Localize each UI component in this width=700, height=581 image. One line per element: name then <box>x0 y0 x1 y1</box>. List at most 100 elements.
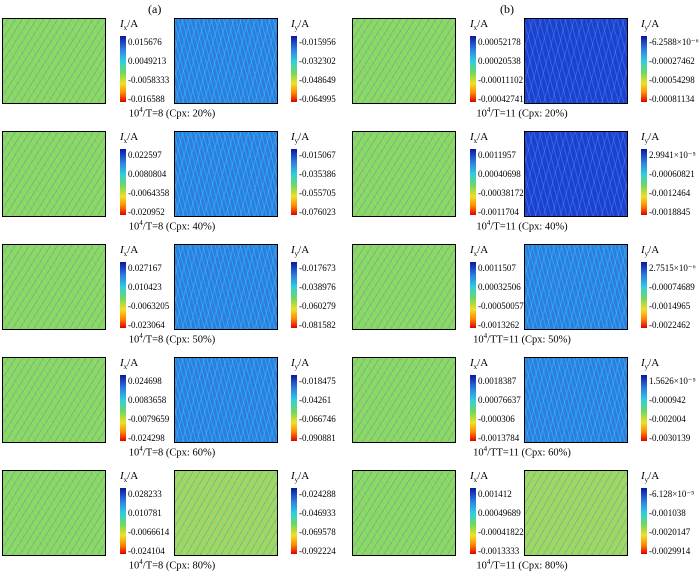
colorbar-tick-label: 0.0083658 <box>128 395 167 405</box>
caption-base: 10 <box>476 108 487 120</box>
caption-exponent: 4 <box>483 332 488 340</box>
colorbar-tick-label: -0.0030139 <box>649 433 691 443</box>
colorbar-tick-label: -0.016588 <box>128 94 165 104</box>
field-map-iy <box>524 357 628 443</box>
row-caption: 104/T=11 (Cpx: 40%) <box>437 219 607 233</box>
colorbar-title-unit: /A <box>477 244 489 256</box>
colorbar-title-symbol: I <box>291 357 295 369</box>
colorbar-tick-label: -0.00038172 <box>478 188 524 198</box>
colorbar-title-ix: Ix/A <box>120 244 138 258</box>
caption-condition: /T=8 (Cpx: 50%) <box>142 334 216 346</box>
colorbar-title-symbol: I <box>470 244 474 256</box>
colorbar-iy <box>641 262 647 328</box>
colorbar-tick-label: -0.090881 <box>299 433 336 443</box>
colorbar-title-ix: Ix/A <box>120 470 138 484</box>
colorbar-tick-label: -0.018475 <box>299 376 336 386</box>
colorbar-title-iy: Iy/A <box>641 18 659 32</box>
colorbar-title-unit: /A <box>298 18 310 30</box>
caption-base: 10 <box>128 447 140 459</box>
colorbar-tick-label: -0.046933 <box>299 508 336 518</box>
colorbar-title-subscript: x <box>123 24 128 33</box>
colorbar-tick-label: -0.000942 <box>649 395 686 405</box>
colorbar-iy <box>291 375 297 441</box>
panel-label-b: (b) <box>500 2 514 16</box>
colorbar-title-symbol: I <box>120 244 124 256</box>
colorbar-title-subscript: y <box>644 137 649 146</box>
colorbar-tick-label: 0.00049689 <box>478 508 521 518</box>
colorbar-tick-label: -0.017673 <box>299 263 336 273</box>
colorbar-title-iy: Iy/A <box>291 18 309 32</box>
colorbar-tick-label: -0.015956 <box>299 37 336 47</box>
colorbar-tick-label: 0.00052178 <box>478 37 521 47</box>
caption-base: 10 <box>476 221 487 233</box>
colorbar-ix <box>120 149 126 215</box>
colorbar-tick-label: 0.0080804 <box>128 169 167 179</box>
colorbar-tick-label: -0.0063205 <box>128 301 170 311</box>
colorbar-ix <box>120 375 126 441</box>
colorbar-iy <box>641 375 647 441</box>
colorbar-title-subscript: y <box>294 363 299 372</box>
colorbar-tick-label: -0.069578 <box>299 527 336 537</box>
caption-exponent: 4 <box>139 106 143 114</box>
colorbar-tick-label: -6.128×10⁻⁵ <box>649 489 695 499</box>
colorbar-ix <box>470 488 476 554</box>
colorbar-title-subscript: x <box>123 137 128 146</box>
colorbar-title-subscript: y <box>294 476 299 485</box>
colorbar-tick-label: -0.055705 <box>299 188 336 198</box>
colorbar-tick-label: -0.023064 <box>128 320 165 330</box>
caption-condition: /T=8 (Cpx: 40%) <box>142 221 216 233</box>
caption-condition: /T=8 (Cpx: 20%) <box>142 108 216 120</box>
colorbar-title-unit: /A <box>298 131 310 143</box>
colorbar-title-subscript: y <box>644 476 649 485</box>
colorbar-ix <box>120 262 126 328</box>
colorbar-tick-label: -0.060279 <box>299 301 336 311</box>
colorbar-title-ix: Ix/A <box>470 357 488 371</box>
colorbar-tick-label: -0.066746 <box>299 414 336 424</box>
colorbar-tick-label: -0.00050057 <box>478 301 524 311</box>
colorbar-tick-label: -0.001038 <box>649 508 686 518</box>
colorbar-title-unit: /A <box>127 244 139 256</box>
colorbar-title-unit: /A <box>477 131 489 143</box>
row-caption: 104/T=11 (Cpx: 20%) <box>437 106 607 120</box>
colorbar-title-subscript: y <box>644 363 649 372</box>
colorbar-title-subscript: y <box>294 250 299 259</box>
row-caption: 104/T=8 (Cpx: 80%) <box>87 558 257 572</box>
colorbar-title-unit: /A <box>298 244 310 256</box>
colorbar-tick-label: -0.00027462 <box>649 56 695 66</box>
caption-base: 10 <box>473 334 484 346</box>
field-map-ix <box>2 244 106 330</box>
colorbar-tick-label: 0.00032506 <box>478 282 521 292</box>
row-caption: 104/T=8 (Cpx: 40%) <box>87 219 257 233</box>
colorbar-tick-label: -0.064995 <box>299 94 336 104</box>
colorbar-title-symbol: I <box>641 244 645 256</box>
colorbar-ix <box>470 36 476 102</box>
field-map-ix <box>2 470 106 556</box>
figure-row-a-3: Ix/A 0.027167 0.010423 -0.0063205 -0.023064 I… <box>2 244 342 352</box>
colorbar-tick-label: -0.00060821 <box>649 169 695 179</box>
colorbar-tick-label: -0.00041822 <box>478 527 524 537</box>
figure-row-a-5: Ix/A 0.028233 0.010781 -0.0066614 -0.024104 I… <box>2 470 342 578</box>
colorbar-tick-label: 0.0018387 <box>478 376 517 386</box>
field-map-iy <box>174 470 278 556</box>
colorbar-title-iy: Iy/A <box>641 244 659 258</box>
colorbar-title-subscript: x <box>473 24 478 33</box>
colorbar-tick-label: 2.7515×10⁻⁶ <box>649 263 696 273</box>
colorbar-tick-label: 0.027167 <box>128 263 162 273</box>
colorbar-tick-label: -0.0018845 <box>649 207 691 217</box>
colorbar-tick-label: -0.002004 <box>649 414 686 424</box>
colorbar-title-ix: Ix/A <box>470 470 488 484</box>
field-map-ix <box>352 131 456 217</box>
colorbar-tick-label: 1.5626×10⁻⁵ <box>649 376 696 386</box>
caption-base: 10 <box>476 560 487 572</box>
colorbar-title-iy: Iy/A <box>291 131 309 145</box>
colorbar-iy <box>641 36 647 102</box>
colorbar-tick-label: 0.00020538 <box>478 56 521 66</box>
colorbar-title-subscript: x <box>123 476 128 485</box>
colorbar-tick-label: 0.022597 <box>128 150 162 160</box>
colorbar-tick-label: -0.035386 <box>299 169 336 179</box>
colorbar-title-iy: Iy/A <box>641 470 659 484</box>
colorbar-title-symbol: I <box>291 131 295 143</box>
caption-base: 10 <box>128 334 140 346</box>
colorbar-tick-label: -0.00011102 <box>478 75 524 85</box>
colorbar-tick-label: 0.00076637 <box>478 395 521 405</box>
